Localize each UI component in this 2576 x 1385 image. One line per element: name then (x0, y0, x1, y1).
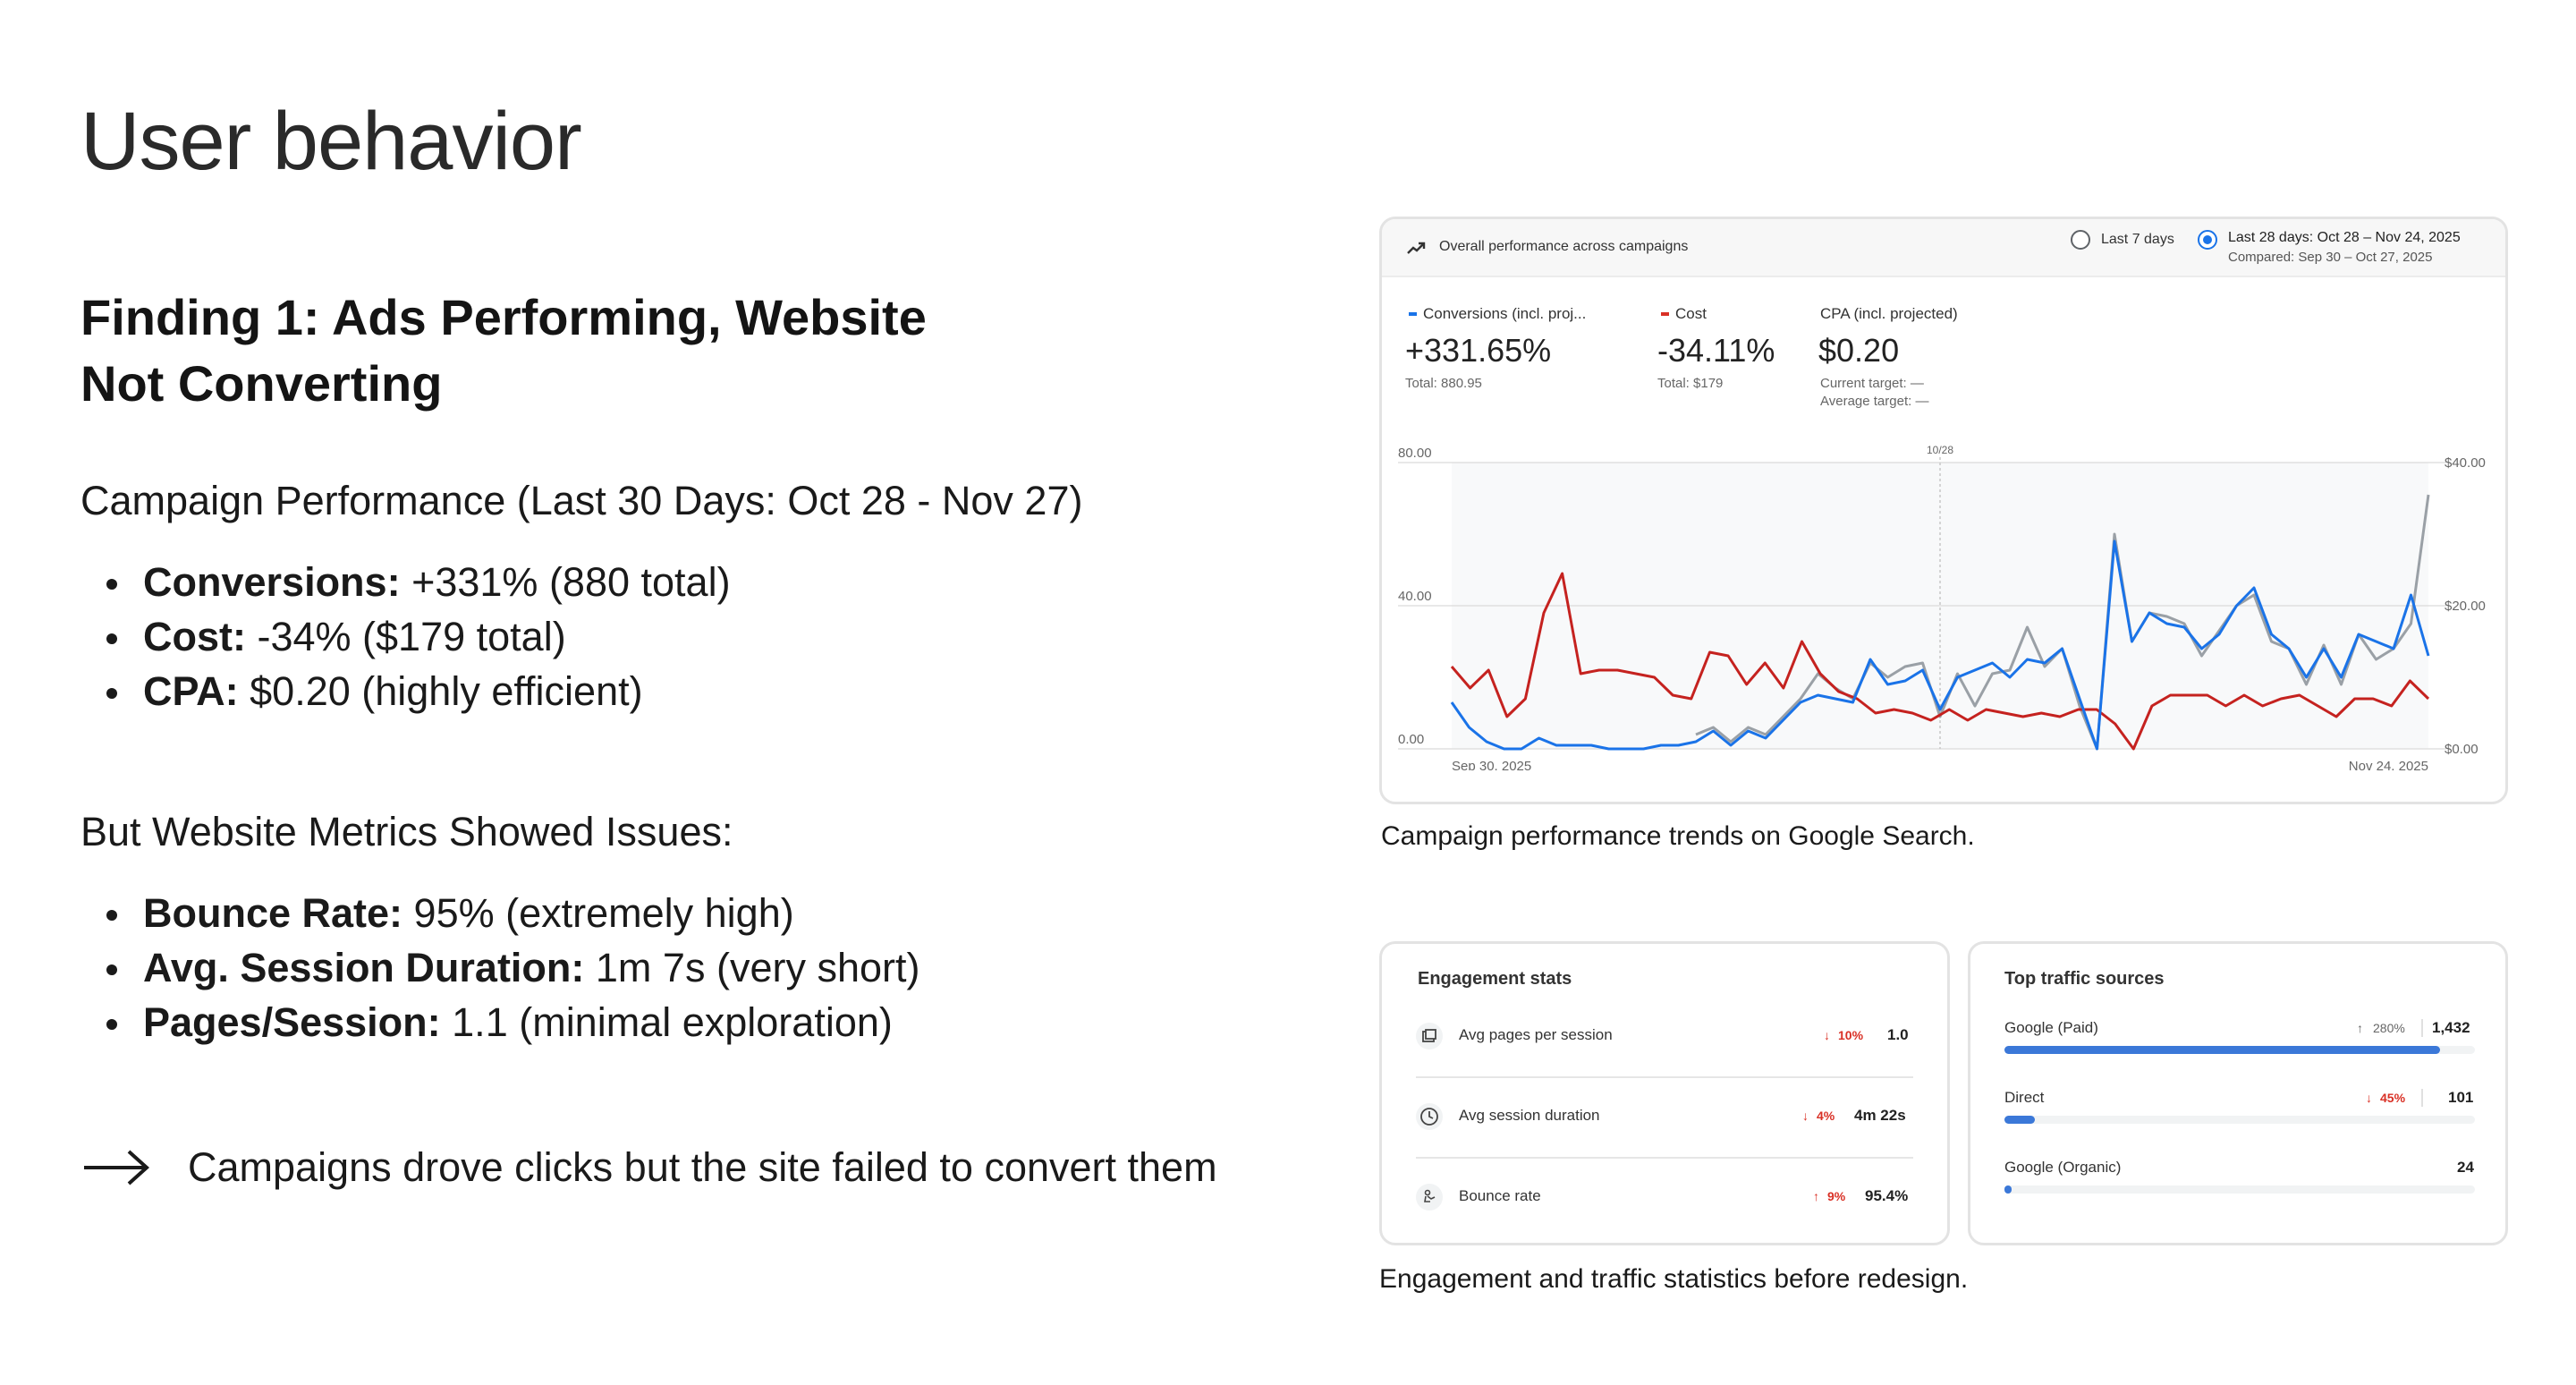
up-arrow-icon: ↑ (1813, 1189, 1819, 1203)
left-axis-tick-label: 40.00 (1398, 589, 1432, 604)
engagement-row-label: Bounce rate (1459, 1187, 1541, 1204)
engagement-row-label: Avg session duration (1459, 1107, 1600, 1124)
traffic-source-label: Google (Organic) (2004, 1159, 2122, 1176)
campaign-bullet-list: Conversions: +331% (880 total) Cost: -34… (103, 555, 731, 718)
arrow-right-icon (84, 1150, 149, 1185)
engagement-row-delta: 9% (1827, 1189, 1846, 1203)
radio-last-7-days-label[interactable]: Last 7 days (2101, 232, 2174, 247)
performance-panel-title: Overall performance across campaigns (1439, 239, 1689, 254)
traffic-share-fill (2004, 1116, 2036, 1124)
performance-panel: Overall performance across campaigns Las… (1379, 217, 2508, 804)
conclusion-text: Campaigns drove clicks but the site fail… (188, 1144, 1217, 1190)
page-title: User behavior (80, 96, 582, 187)
list-item: Conversions: +331% (880 total) (103, 555, 731, 609)
traffic-card-title: Top traffic sources (2004, 969, 2165, 989)
engagement-row-delta: 10% (1838, 1028, 1864, 1042)
radio-last-28-days-label[interactable]: Last 28 days: Oct 28 – Nov 24, 2025 (2228, 230, 2461, 245)
traffic-source-label: Google (Paid) (2004, 1019, 2098, 1036)
down-arrow-icon: ↓ (1824, 1028, 1830, 1042)
cost-label[interactable]: Cost (1675, 305, 1707, 322)
website-issues-heading: But Website Metrics Showed Issues: (80, 809, 733, 854)
date-marker-label: 10/28 (1927, 444, 1953, 456)
list-item: Bounce Rate: 95% (extremely high) (103, 886, 919, 940)
list-item: Avg. Session Duration: 1m 7s (very short… (103, 940, 919, 995)
performance-panel-header: Overall performance across campaigns Las… (1382, 219, 2505, 277)
cost-legend-swatch (1661, 312, 1669, 316)
clock-icon (1416, 1103, 1443, 1130)
x-axis-tick-label: Nov 24, 2025 (2349, 759, 2428, 770)
traffic-share-fill (2004, 1046, 2440, 1054)
divider (1416, 1076, 1913, 1078)
series-line (1450, 540, 2430, 751)
traffic-source-label: Direct (2004, 1089, 2045, 1106)
traffic-share-fill (2004, 1185, 2012, 1194)
conclusion: Campaigns drove clicks but the site fail… (82, 1136, 1217, 1199)
campaign-performance-heading: Campaign Performance (Last 30 Days: Oct … (80, 478, 1083, 523)
performance-caption: Campaign performance trends on Google Se… (1381, 821, 1975, 851)
cpa-current-target: Current target: — (1820, 376, 1924, 391)
conversions-label[interactable]: Conversions (incl. proj... (1423, 305, 1587, 322)
engagement-row-value: 4m 22s (1854, 1107, 1906, 1124)
cost-total: Total: $179 (1657, 376, 1724, 391)
traffic-source-delta: 280% (2373, 1021, 2405, 1035)
website-bullet-list: Bounce Rate: 95% (extremely high) Avg. S… (103, 886, 919, 1049)
cpa-label[interactable]: CPA (incl. projected) (1820, 305, 1958, 322)
right-axis-tick-label: $0.00 (2445, 742, 2479, 757)
cpa-average-target: Average target: — (1820, 394, 1929, 409)
right-axis-tick-label: $40.00 (2445, 455, 2486, 471)
traffic-source-value: 101 (2448, 1089, 2474, 1106)
conversions-legend-swatch (1409, 312, 1417, 316)
comparison-range: Compared: Sep 30 – Oct 27, 2025 (2228, 250, 2433, 265)
conversions-total: Total: 880.95 (1405, 376, 1482, 391)
traffic-sources-card: Top traffic sources Google (Paid) ↑ 280%… (1968, 941, 2508, 1245)
cost-value: -34.11% (1657, 332, 1775, 369)
engagement-card-title: Engagement stats (1418, 969, 1572, 989)
divider (2421, 1019, 2423, 1037)
traffic-share-bar (2004, 1046, 2475, 1054)
right-axis-tick-label: $20.00 (2445, 599, 2486, 614)
left-axis-tick-label: 80.00 (1398, 446, 1432, 461)
down-arrow-icon: ↓ (1802, 1109, 1809, 1123)
engagement-row-value: 1.0 (1887, 1026, 1909, 1043)
series-line (1450, 572, 2430, 751)
traffic-source-value: 24 (2457, 1159, 2474, 1176)
radio-last-28-days[interactable] (2198, 230, 2217, 250)
traffic-source-value: 1,432 (2432, 1019, 2470, 1036)
list-item: Pages/Session: 1.1 (minimal exploration) (103, 995, 919, 1049)
divider (1416, 1157, 1913, 1159)
trending-up-icon (1407, 242, 1426, 254)
up-arrow-icon: ↑ (2357, 1021, 2363, 1035)
list-item: Cost: -34% ($179 total) (103, 609, 731, 664)
finding-title: Finding 1: Ads Performing, Website Not C… (80, 289, 927, 412)
engagement-row-value: 95.4% (1865, 1187, 1909, 1204)
engagement-row-delta: 4% (1817, 1109, 1835, 1123)
bounce-icon (1416, 1184, 1443, 1211)
divider (2421, 1089, 2423, 1107)
traffic-share-bar (2004, 1185, 2475, 1194)
engagement-row-label: Avg pages per session (1459, 1026, 1613, 1043)
radio-last-7-days[interactable] (2071, 230, 2090, 250)
x-axis-tick-label: Sep 30, 2025 (1452, 759, 1531, 770)
left-axis-tick-label: 0.00 (1398, 732, 1424, 747)
engagement-card: Engagement stats Avg pages per session ↓… (1379, 941, 1950, 1245)
traffic-share-bar (2004, 1116, 2475, 1124)
performance-line-chart: 0.00 40.00 80.00 $0.00 $20.00 $40.00 10/28 Sep … (1398, 444, 2486, 770)
pages-icon (1416, 1023, 1443, 1049)
traffic-source-delta: 45% (2380, 1091, 2406, 1105)
conversions-value: +331.65% (1405, 332, 1552, 369)
down-arrow-icon: ↓ (2366, 1091, 2372, 1105)
list-item: CPA: $0.20 (highly efficient) (103, 664, 731, 718)
engagement-caption: Engagement and traffic statistics before… (1379, 1264, 1969, 1294)
cpa-value: $0.20 (1818, 332, 1900, 369)
